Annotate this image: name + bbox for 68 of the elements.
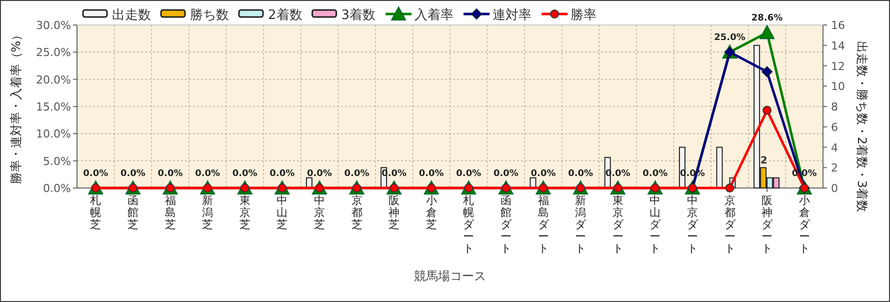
y2-axis-title: 出走数・勝ち数・2着数・3着数 bbox=[855, 40, 869, 212]
legend-label: 連対率 bbox=[492, 7, 532, 23]
y2-tick-label: 8 bbox=[831, 100, 838, 114]
legend-label: 入着率 bbox=[414, 7, 454, 23]
data-label: 0.0% bbox=[232, 169, 258, 179]
x-tick-label: 中山ダート bbox=[650, 194, 662, 255]
data-label: 0.0% bbox=[642, 169, 668, 179]
x-tick-label: 小倉芝 bbox=[426, 194, 437, 231]
x-tick-label: 新潟芝 bbox=[202, 194, 214, 231]
x-tick-label: 東京ダート bbox=[612, 194, 624, 255]
y2-tick-label: 4 bbox=[831, 141, 838, 154]
x-tick-label: 新潟ダート bbox=[575, 194, 588, 255]
legend-label: 3着数 bbox=[341, 7, 376, 23]
data-label: 0.0% bbox=[493, 169, 518, 179]
point bbox=[725, 184, 734, 192]
x-tick-label: 京都ダート bbox=[724, 194, 736, 255]
x-tick-label: 中京芝 bbox=[314, 194, 325, 231]
data-label: 0.0% bbox=[456, 169, 482, 179]
data-label: 0.0% bbox=[418, 169, 444, 179]
y-tick-label: 5.0% bbox=[43, 154, 71, 168]
x-tick-label: 京都芝 bbox=[351, 194, 362, 231]
y2-tick-label: 14 bbox=[831, 39, 845, 52]
data-label: 0.0% bbox=[120, 169, 146, 179]
x-tick-label: 小倉ダート bbox=[798, 194, 811, 255]
legend-label: 出走数 bbox=[112, 8, 151, 23]
legend-label: 勝ち数 bbox=[190, 8, 229, 23]
y-axis-title: 勝率・連対率・入着率（%） bbox=[9, 28, 23, 184]
y2-tick-label: 2 bbox=[831, 162, 838, 175]
data-label: 0.0% bbox=[344, 169, 370, 179]
bar bbox=[716, 146, 723, 188]
x-tick-label: 函館芝 bbox=[127, 194, 138, 231]
x-tick-label: 東京芝 bbox=[239, 194, 250, 231]
y2-tick-label: 6 bbox=[831, 120, 838, 134]
y-tick-label: 20.0% bbox=[36, 73, 71, 86]
data-label: 0.0% bbox=[530, 169, 556, 179]
y-tick-label: 25.0% bbox=[36, 46, 71, 60]
legend-label: 2着数 bbox=[268, 7, 302, 23]
data-label: 0.0% bbox=[195, 169, 220, 179]
legend-label: 勝率 bbox=[570, 7, 597, 23]
y-tick-label: 30.0% bbox=[36, 19, 71, 32]
x-tick-label: 福島芝 bbox=[164, 194, 176, 231]
y-tick-label: 15.0% bbox=[36, 100, 71, 114]
x-tick-label: 福島ダート bbox=[538, 194, 550, 255]
point bbox=[762, 106, 772, 115]
y-tick-label: 0.0% bbox=[43, 182, 71, 195]
point bbox=[760, 25, 775, 40]
y2-tick-label: 10 bbox=[831, 80, 845, 94]
data-label: 0.0% bbox=[306, 169, 332, 179]
data-label: 2 bbox=[760, 156, 768, 167]
x-tick-label: 阪神ダート bbox=[762, 194, 774, 255]
x-tick-label: 札幌芝 bbox=[90, 194, 102, 231]
point bbox=[762, 66, 773, 78]
y2-tick-label: 16 bbox=[831, 19, 845, 32]
x-tick-label: 函館ダート bbox=[500, 194, 512, 255]
data-label: 0.0% bbox=[270, 169, 295, 179]
y2-tick-label: 12 bbox=[831, 60, 845, 73]
data-label: 0.0% bbox=[83, 169, 108, 179]
x-tick-label: 中山芝 bbox=[276, 194, 288, 231]
data-label: 28.6% bbox=[751, 14, 783, 24]
x-tick-label: 中京ダート bbox=[686, 194, 699, 255]
x-tick-label: 阪神芝 bbox=[388, 194, 400, 231]
data-label: 25.0% bbox=[714, 33, 746, 44]
data-label: 0.0% bbox=[568, 169, 594, 179]
y2-tick-label: 0 bbox=[831, 182, 838, 195]
y-tick-label: 10.0% bbox=[36, 128, 71, 141]
x-axis-title: 競馬場コース bbox=[414, 269, 486, 283]
x-tick-label: 札幌ダート bbox=[463, 194, 476, 255]
data-label: 0.0% bbox=[158, 169, 183, 179]
